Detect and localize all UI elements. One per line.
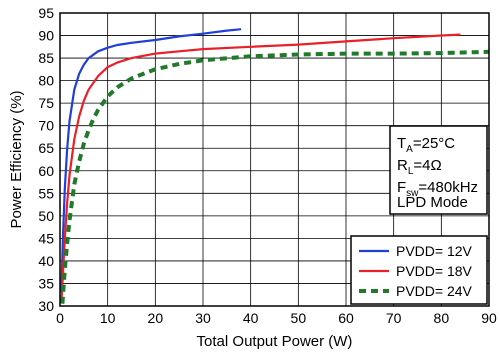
conditions-box: TA=25°C RL=4Ω Fsw=480kHz LPD Mode	[389, 125, 488, 215]
legend-label-3: PVDD= 24V	[396, 283, 473, 299]
x-tick-label: 90	[481, 310, 497, 326]
y-tick-label: 60	[38, 163, 54, 179]
y-tick-label: 75	[38, 95, 54, 111]
x-tick-label: 40	[243, 310, 259, 326]
y-tick-label: 95	[38, 5, 54, 21]
y-tick-label: 50	[38, 208, 54, 224]
x-tick-label: 70	[386, 310, 402, 326]
legend-label-2: PVDD= 18V	[396, 263, 473, 279]
annotation-mode: LPD Mode	[397, 194, 468, 211]
y-tick-label: 90	[38, 28, 54, 44]
plot-frame	[59, 12, 490, 307]
y-tick-label: 85	[38, 50, 54, 66]
y-tick-label: 80	[38, 73, 54, 89]
annotation-load: RL=4Ω	[397, 157, 442, 177]
x-tick-label: 0	[56, 310, 64, 326]
x-axis-title: Total Output Power (W)	[197, 333, 353, 350]
x-tick-label: 80	[434, 310, 450, 326]
y-axis-title: Power Efficiency (%)	[8, 90, 25, 228]
x-tick-label: 20	[148, 310, 164, 326]
series-line-3	[60, 49, 490, 304]
legend-label-1: PVDD= 12V	[396, 243, 473, 259]
y-tick-label: 40	[38, 253, 54, 269]
tick-labels: 0 10 20 30 40 50 60 70 80 90 30 35 40 45 50 55 60 65 70 75 8…	[38, 5, 497, 326]
x-tick-label: 10	[100, 310, 116, 326]
y-tick-label: 35	[38, 275, 54, 291]
legend: PVDD= 12V PVDD= 18V PVDD= 24V	[350, 235, 488, 305]
annotation-ambient-temp: TA=25°C	[397, 135, 455, 155]
annotation-switching-freq: Fsw=480kHz	[397, 179, 478, 199]
y-tick-label: 70	[38, 118, 54, 134]
series-line-1	[60, 28, 242, 293]
conditions-box-frame	[389, 125, 488, 215]
y-tick-label: 65	[38, 140, 54, 156]
y-tick-label: 30	[38, 298, 54, 314]
series-lines	[60, 28, 490, 304]
y-tick-label: 55	[38, 185, 54, 201]
x-tick-label: 60	[338, 310, 354, 326]
y-tick-label: 45	[38, 230, 54, 246]
series-line-2	[60, 33, 461, 302]
x-tick-label: 30	[195, 310, 211, 326]
x-tick-label: 50	[291, 310, 307, 326]
